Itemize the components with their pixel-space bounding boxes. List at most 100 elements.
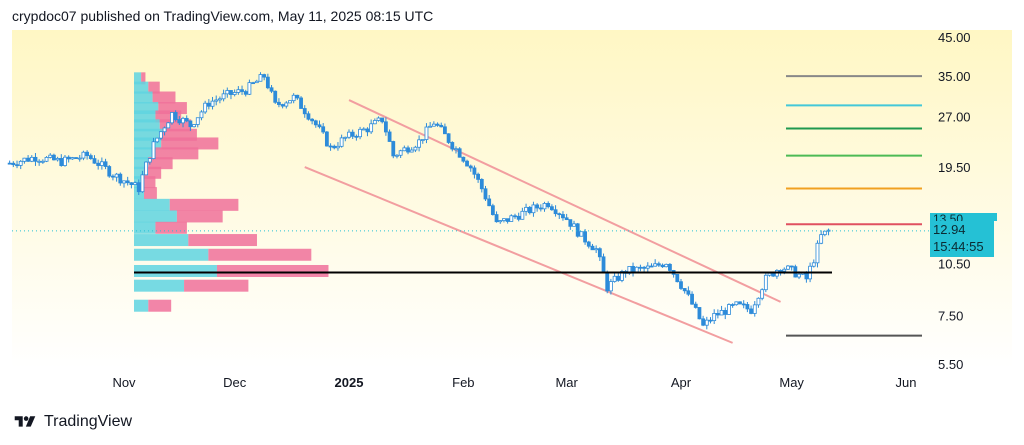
candle-body	[483, 188, 488, 200]
candle-body	[417, 139, 421, 148]
candle-body	[620, 270, 624, 281]
volume-bar-down	[159, 119, 192, 132]
candle-body	[387, 131, 392, 142]
candle-body	[321, 126, 326, 133]
candle-body	[354, 135, 359, 138]
candle-body	[147, 158, 152, 163]
candle-body	[424, 126, 429, 140]
candle-body	[398, 150, 403, 156]
candle-body	[81, 151, 86, 159]
volume-bar-down	[148, 81, 160, 94]
candle-body	[520, 210, 525, 220]
candle-body	[406, 147, 410, 153]
volume-bar-down	[148, 299, 172, 312]
x-tick-label: Apr	[671, 375, 692, 390]
candle-body	[760, 289, 765, 299]
candle-body	[262, 74, 267, 78]
candle-body	[631, 266, 635, 273]
candle-body	[712, 313, 717, 322]
publish-info-header: crypdoc07 published on TradingView.com, …	[12, 8, 434, 24]
candle-body	[763, 274, 768, 291]
candle-body	[277, 101, 281, 105]
candle-body	[7, 162, 12, 165]
channel-line-upper	[348, 99, 782, 303]
candle-body	[265, 76, 270, 89]
candle-body	[594, 248, 599, 251]
candle-body	[771, 272, 776, 277]
volume-bar-down	[148, 157, 173, 170]
candle-body	[92, 158, 97, 164]
candle-body	[542, 203, 547, 210]
candle-body	[686, 290, 691, 295]
price-chart[interactable]: 45.00 35.00 27.00 19.50 10.50 7.50 5.50 Nov Dec…	[0, 0, 1024, 390]
candle-body	[343, 136, 348, 139]
candle-body	[195, 117, 200, 125]
candle-body	[391, 141, 396, 157]
candle-body	[634, 266, 639, 273]
candle-body	[181, 117, 185, 124]
candle-body	[616, 275, 621, 281]
candle-body	[734, 301, 739, 306]
candle-body	[502, 218, 506, 221]
candle-body	[575, 223, 580, 237]
candle-body	[439, 124, 444, 128]
candle-body	[811, 262, 816, 267]
volume-bar-down	[161, 137, 219, 150]
candle-body	[538, 207, 543, 210]
candle-body	[395, 154, 399, 157]
candle-body	[693, 303, 698, 308]
current-price-badge: 13.50 12.94 15:44:55	[930, 213, 997, 257]
candle-body	[151, 141, 156, 159]
volume-bar-down	[208, 248, 312, 261]
candle-body	[199, 111, 204, 119]
candle-body	[210, 100, 215, 107]
candle-body	[752, 304, 757, 314]
candle-body	[247, 82, 252, 95]
candle-body	[513, 215, 517, 218]
candle-body	[476, 173, 481, 180]
volume-bar-down	[141, 72, 146, 85]
candle-body	[756, 297, 761, 306]
candle-body	[498, 220, 503, 223]
candle-body	[295, 94, 300, 99]
candle-body	[243, 91, 248, 95]
y-axis: 45.00 35.00 27.00 19.50 10.50 7.50 5.50	[938, 30, 971, 372]
candle-body	[291, 94, 296, 102]
candle-body	[601, 256, 606, 273]
tradingview-footer[interactable]: TradingView	[12, 413, 132, 431]
candle-body	[715, 313, 720, 316]
candle-body	[52, 154, 56, 161]
volume-bar-down	[144, 187, 157, 200]
current-price: 12.94	[933, 222, 966, 237]
candle-body	[597, 248, 602, 258]
candle-body	[461, 156, 466, 162]
candle-body	[129, 182, 134, 186]
candle-body	[431, 123, 436, 127]
candle-body	[40, 160, 45, 163]
candle-body	[487, 198, 492, 207]
volume-bar-up	[134, 221, 156, 234]
volume-bar-up	[134, 279, 185, 292]
candle-body	[170, 112, 174, 124]
candle-body	[649, 265, 654, 268]
candle-body	[786, 265, 790, 270]
candle-body	[443, 126, 447, 135]
candle-body	[789, 265, 794, 268]
candle-body	[37, 160, 42, 163]
candle-body	[704, 319, 709, 326]
candle-body	[122, 180, 126, 184]
candle-body	[310, 118, 315, 122]
volume-bar-up	[134, 198, 170, 211]
y-tick-label: 45.00	[938, 30, 971, 45]
candle-body	[269, 87, 274, 92]
candle-body	[479, 178, 484, 190]
candle-body	[494, 214, 499, 223]
candle-body	[33, 156, 38, 162]
candle-body	[66, 156, 71, 160]
candle-body	[409, 149, 414, 153]
candle-body	[188, 120, 193, 128]
candle-body	[682, 288, 687, 292]
candle-body	[778, 269, 783, 272]
x-tick-label: Feb	[452, 375, 474, 390]
candle-body	[380, 117, 385, 123]
